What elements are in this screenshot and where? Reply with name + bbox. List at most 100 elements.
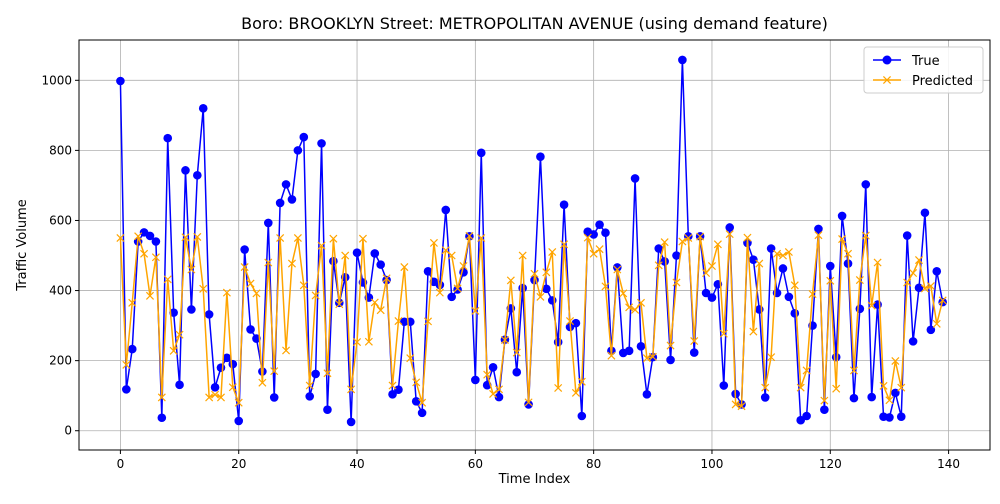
legend-marker-predicted bbox=[882, 75, 892, 85]
data-point bbox=[394, 385, 403, 395]
data-point bbox=[494, 392, 504, 402]
data-point bbox=[406, 354, 415, 363]
data-point bbox=[151, 237, 161, 246]
data-point bbox=[861, 180, 871, 189]
data-point bbox=[305, 392, 315, 401]
data-point bbox=[347, 385, 356, 394]
data-point bbox=[329, 234, 338, 243]
data-point bbox=[820, 396, 829, 405]
data-point bbox=[370, 298, 379, 307]
data-point bbox=[459, 262, 468, 271]
data-point bbox=[725, 230, 734, 239]
data-point bbox=[790, 281, 799, 290]
data-point bbox=[560, 240, 569, 249]
data-point bbox=[844, 249, 853, 258]
x-tick-label: 140 bbox=[937, 457, 960, 471]
data-point bbox=[122, 385, 131, 394]
data-point bbox=[477, 233, 486, 243]
x-tick-label: 20 bbox=[231, 457, 246, 471]
chart-title: Boro: BROOKLYN Street: METROPOLITAN AVEN… bbox=[241, 14, 828, 33]
data-point bbox=[264, 258, 273, 267]
data-point bbox=[471, 375, 480, 385]
data-point bbox=[784, 292, 794, 302]
data-point bbox=[116, 233, 125, 243]
data-point bbox=[234, 416, 244, 426]
data-point bbox=[926, 325, 936, 335]
data-point bbox=[500, 335, 509, 344]
y-axis-label: Traffic Volume bbox=[15, 199, 30, 292]
data-point bbox=[542, 284, 551, 294]
legend-marker-true bbox=[882, 55, 892, 65]
data-point bbox=[666, 355, 675, 365]
data-point bbox=[435, 280, 445, 290]
data-point bbox=[116, 76, 125, 86]
data-point bbox=[240, 263, 249, 272]
data-point bbox=[826, 276, 835, 285]
data-point bbox=[731, 400, 740, 409]
data-point bbox=[879, 381, 888, 390]
data-point bbox=[542, 268, 551, 277]
data-point bbox=[855, 304, 865, 314]
data-point bbox=[571, 388, 580, 397]
data-point bbox=[613, 263, 622, 272]
data-point bbox=[719, 329, 728, 338]
data-point bbox=[234, 398, 243, 407]
data-point bbox=[134, 232, 143, 241]
data-point bbox=[595, 245, 604, 254]
data-point bbox=[252, 289, 261, 298]
data-point bbox=[222, 288, 231, 297]
data-point bbox=[778, 264, 788, 273]
data-point bbox=[175, 330, 184, 339]
data-point bbox=[802, 366, 811, 375]
data-point bbox=[198, 104, 208, 113]
data-point bbox=[914, 256, 924, 265]
legend-label-true: True bbox=[911, 54, 940, 69]
data-point bbox=[489, 389, 498, 398]
data-point bbox=[702, 269, 711, 278]
data-point bbox=[784, 247, 793, 257]
data-point bbox=[660, 257, 669, 266]
data-point bbox=[548, 247, 557, 257]
x-tick-label: 40 bbox=[349, 457, 364, 471]
series-line-predicted bbox=[119, 233, 944, 407]
data-point bbox=[701, 288, 711, 298]
data-point bbox=[181, 166, 190, 175]
data-point bbox=[246, 279, 255, 288]
data-point bbox=[630, 174, 640, 183]
data-point bbox=[222, 353, 232, 363]
data-point bbox=[624, 346, 634, 356]
data-point bbox=[263, 218, 273, 228]
data-point bbox=[281, 180, 291, 189]
data-point bbox=[128, 298, 137, 307]
data-point bbox=[909, 269, 918, 278]
data-point bbox=[418, 398, 427, 407]
data-point bbox=[512, 367, 522, 377]
data-point bbox=[814, 231, 823, 240]
data-point bbox=[122, 360, 131, 369]
data-point bbox=[216, 393, 225, 402]
data-point bbox=[897, 383, 906, 392]
data-point bbox=[199, 284, 208, 293]
data-point bbox=[169, 346, 178, 355]
data-point bbox=[790, 309, 800, 318]
data-point bbox=[920, 208, 930, 218]
data-point bbox=[512, 348, 521, 357]
data-point bbox=[388, 381, 397, 390]
data-point bbox=[885, 396, 894, 405]
x-axis-label: Time Index bbox=[498, 472, 571, 487]
data-point bbox=[648, 352, 657, 361]
data-point bbox=[488, 362, 498, 372]
data-point bbox=[902, 231, 912, 240]
data-point bbox=[867, 301, 876, 310]
data-point bbox=[246, 325, 255, 334]
data-point bbox=[341, 251, 350, 260]
data-point bbox=[607, 351, 616, 360]
data-point bbox=[423, 317, 433, 326]
data-point bbox=[151, 253, 160, 262]
data-point bbox=[411, 396, 421, 406]
data-point bbox=[849, 393, 859, 403]
data-point bbox=[601, 228, 610, 238]
y-tick-label: 1000 bbox=[41, 73, 72, 87]
data-point bbox=[601, 282, 610, 291]
data-point bbox=[873, 258, 882, 267]
